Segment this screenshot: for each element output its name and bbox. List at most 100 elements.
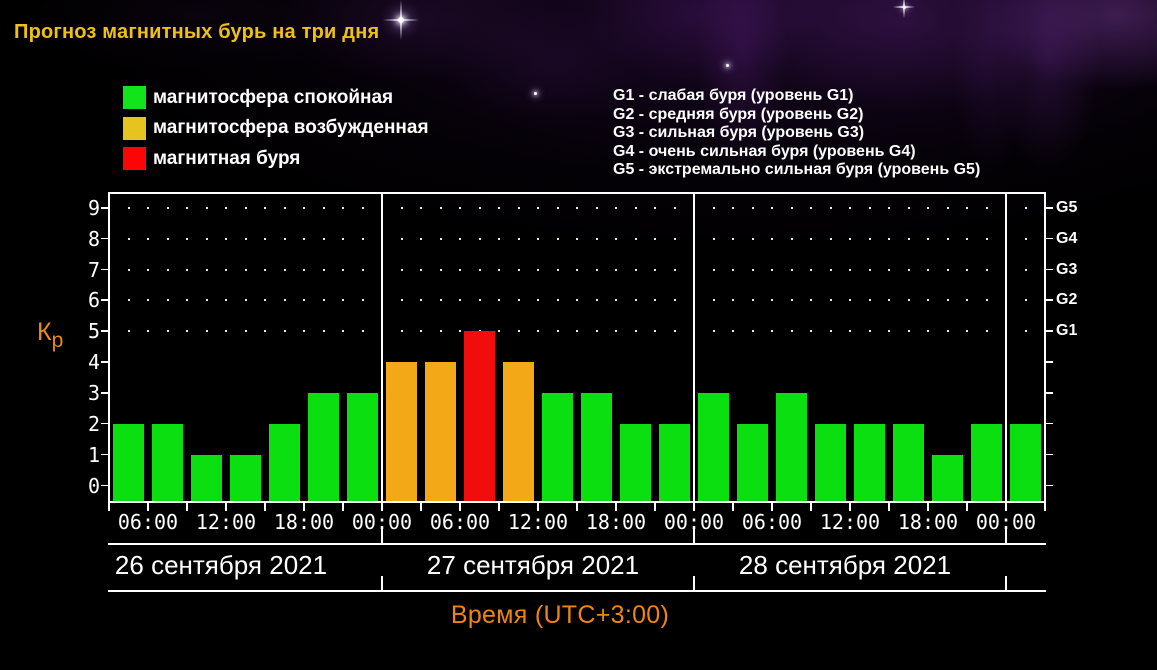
grid-dot xyxy=(595,299,598,302)
grid-dot xyxy=(264,237,266,240)
y-axis-tick-right xyxy=(1046,484,1053,487)
grid-dot xyxy=(537,206,539,209)
grid-dot xyxy=(205,206,208,209)
grid-dot xyxy=(927,268,929,271)
grid-dot xyxy=(1024,299,1027,302)
storm-scale-line: G1 - слабая буря (уровень G1) xyxy=(613,87,854,104)
grid-dot xyxy=(966,299,968,302)
grid-dot xyxy=(576,330,578,333)
x-tick-label: 18:00 xyxy=(273,510,335,534)
grid-dot xyxy=(829,299,832,302)
grid-dot xyxy=(166,330,169,333)
x-tick-label: 00:00 xyxy=(975,510,1037,534)
grid-dot xyxy=(634,206,637,209)
grid-dot xyxy=(225,299,227,302)
grid-dot xyxy=(751,299,754,302)
grid-dot xyxy=(634,268,637,271)
x-axis-tick xyxy=(459,503,461,511)
grid-dot xyxy=(186,237,188,240)
legend-swatch-quiet xyxy=(123,86,146,109)
x-axis-tick xyxy=(888,503,890,511)
grid-dot xyxy=(537,237,539,240)
grid-dot xyxy=(751,268,754,271)
y-tick-label: 8 xyxy=(87,226,100,251)
x-tick-label: 00:00 xyxy=(351,510,413,534)
grid-dot xyxy=(517,237,520,240)
grid-dot xyxy=(127,330,130,333)
bar xyxy=(581,393,612,501)
grid-dot xyxy=(322,237,325,240)
grid-dot xyxy=(732,299,734,302)
x-axis-tick xyxy=(927,503,929,511)
grid-dot xyxy=(673,268,676,271)
y-tick-label: 2 xyxy=(87,411,100,436)
grid-dot xyxy=(1024,206,1027,209)
legend-label: магнитосфера возбужденная xyxy=(153,117,429,138)
grid-dot xyxy=(439,206,442,209)
grid-dot xyxy=(927,237,929,240)
grid-dot xyxy=(634,237,637,240)
x-axis-tick xyxy=(147,503,149,511)
x-tick-label: 06:00 xyxy=(741,510,803,534)
grid-dot xyxy=(186,206,188,209)
grid-dot xyxy=(166,237,169,240)
day-divider xyxy=(381,194,383,501)
plot-frame-top xyxy=(108,192,1046,194)
storm-scale-line: G5 - экстремально сильная буря (уровень … xyxy=(613,161,981,179)
day-boundary-tick xyxy=(381,529,383,545)
grid-dot xyxy=(888,330,890,333)
grid-dot xyxy=(556,237,559,240)
grid-dot xyxy=(166,206,169,209)
grid-dot xyxy=(732,330,734,333)
grid-dot xyxy=(790,206,793,209)
grid-dot xyxy=(595,268,598,271)
storm-scale-line: G2 - средняя буря (уровень G2) xyxy=(613,105,864,123)
grid-dot xyxy=(946,206,949,209)
grid-dot xyxy=(595,206,598,209)
grid-dot xyxy=(186,330,188,333)
grid-dot xyxy=(771,330,773,333)
grid-dot xyxy=(420,299,422,302)
date-band-top-line xyxy=(108,543,1046,545)
grid-dot xyxy=(829,268,832,271)
grid-dot xyxy=(946,268,949,271)
grid-dot xyxy=(225,237,227,240)
grid-dot xyxy=(751,206,754,209)
x-tick-label: 12:00 xyxy=(507,510,569,534)
grid-dot xyxy=(147,268,149,271)
y-axis-tick-left xyxy=(101,361,108,363)
grid-dot xyxy=(907,268,910,271)
x-axis-tick xyxy=(732,503,734,511)
grid-dot xyxy=(1024,330,1027,333)
grid-dot xyxy=(303,268,305,271)
grid-dot xyxy=(556,268,559,271)
day-boundary-tick xyxy=(1005,529,1007,545)
grid-dot xyxy=(966,206,968,209)
storm-scale-line: G4 - очень сильная буря (уровень G4) xyxy=(613,142,916,160)
grid-dot xyxy=(244,237,247,240)
grid-dot xyxy=(849,299,851,302)
grid-dot xyxy=(439,299,442,302)
grid-dot xyxy=(303,299,305,302)
grid-dot xyxy=(283,268,286,271)
x-tick-label: 12:00 xyxy=(195,510,257,534)
date-label: 26 сентября 2021 xyxy=(114,550,328,580)
grid-dot xyxy=(810,299,812,302)
bar xyxy=(815,423,846,501)
grid-dot xyxy=(537,268,539,271)
grid-dot xyxy=(147,237,149,240)
grid-dot xyxy=(907,330,910,333)
y-axis-tick-right xyxy=(1046,392,1053,394)
grid-dot xyxy=(985,268,988,271)
grid-dot xyxy=(634,330,637,333)
grid-dot xyxy=(225,268,227,271)
grid-dot xyxy=(849,330,851,333)
date-band-bottom-line xyxy=(108,590,1046,592)
grid-dot xyxy=(478,237,481,240)
grid-dot xyxy=(361,299,364,302)
grid-dot xyxy=(595,330,598,333)
y-tick-label: 0 xyxy=(87,473,100,498)
grid-dot xyxy=(576,206,578,209)
grid-dot xyxy=(615,237,617,240)
y-axis-title: Кр xyxy=(37,318,63,353)
